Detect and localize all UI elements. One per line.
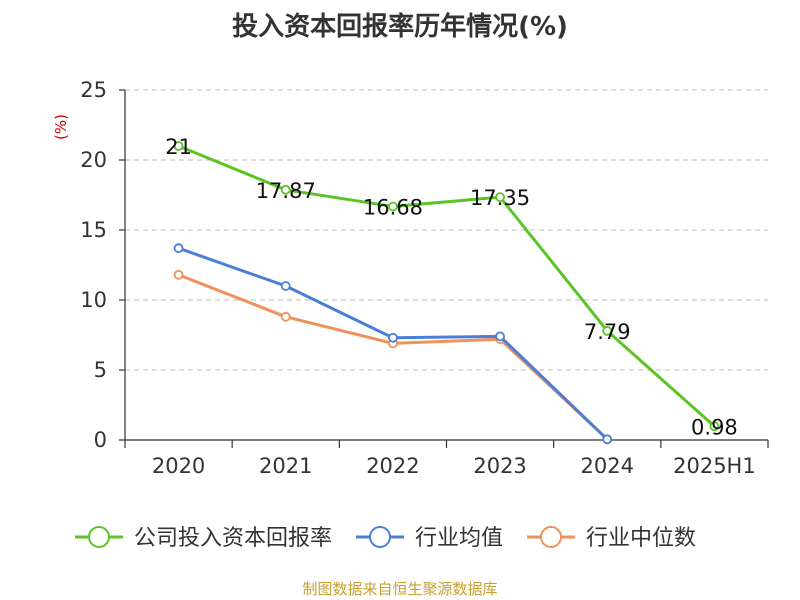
data-point [709,421,720,432]
series-lines [173,141,720,445]
gridlines [125,89,768,371]
x-tick-label: 2022 [366,454,419,478]
y-tick-label: 15 [80,218,107,242]
data-point [388,332,398,343]
data-labels: 21 17.87 16.68 17.35 7.79 0.98 [165,135,738,439]
y-tick-label: 0 [94,428,107,452]
legend-marker [88,526,110,548]
data-point [388,201,398,212]
data-point [602,434,613,445]
x-tick-label: 2025H1 [673,454,756,478]
legend-label: 行业中位数 [586,526,696,551]
y-axis-unit-label: (%) [52,114,70,140]
data-point [280,184,291,195]
y-tick-label: 5 [94,358,107,382]
data-point [280,311,291,322]
legend-item[interactable]: 行业均值 [356,526,503,551]
legend-item[interactable]: 行业中位数 [527,526,696,551]
data-point [495,192,505,203]
x-tick-label: 2021 [259,454,312,478]
data-label: 21 [165,135,192,159]
data-label: 17.87 [256,179,316,203]
series-line [178,273,609,441]
data-label: 0.98 [691,415,738,439]
data-point [280,281,291,291]
legend: 公司投入资本回报率 行业均值 行业中位数 [75,526,696,551]
data-label: 7.79 [584,320,631,344]
data-point [173,269,184,280]
y-tick-label: 25 [80,78,107,102]
legend-marker [540,526,563,548]
legend-label: 行业均值 [415,526,503,551]
x-tick-label: 2020 [152,454,205,478]
x-tick-label: 2024 [581,454,634,478]
legend-item[interactable]: 公司投入资本回报率 [75,526,332,551]
x-tick-label: 2023 [473,454,526,478]
data-label: 17.35 [470,186,530,210]
source-note: 制图数据来自恒生聚源数据库 [302,580,497,598]
series-0 [173,141,720,432]
y-tick-label: 20 [80,148,107,172]
legend-marker [369,526,392,548]
chart-title: 投入资本回报率历年情况(%) [232,11,568,42]
data-point [173,243,184,254]
legend-label: 公司投入资本回报率 [134,526,332,551]
series-2 [173,269,613,445]
data-point [495,331,505,342]
y-tick-label: 10 [80,288,107,312]
series-line [178,144,716,428]
axes: 0 5 10 15 20 25 2020 2021 2022 2023 2024 2025H1 [80,78,769,478]
data-point [173,141,184,151]
series-1 [173,243,613,445]
data-label: 16.68 [363,195,423,219]
data-point [602,326,613,336]
